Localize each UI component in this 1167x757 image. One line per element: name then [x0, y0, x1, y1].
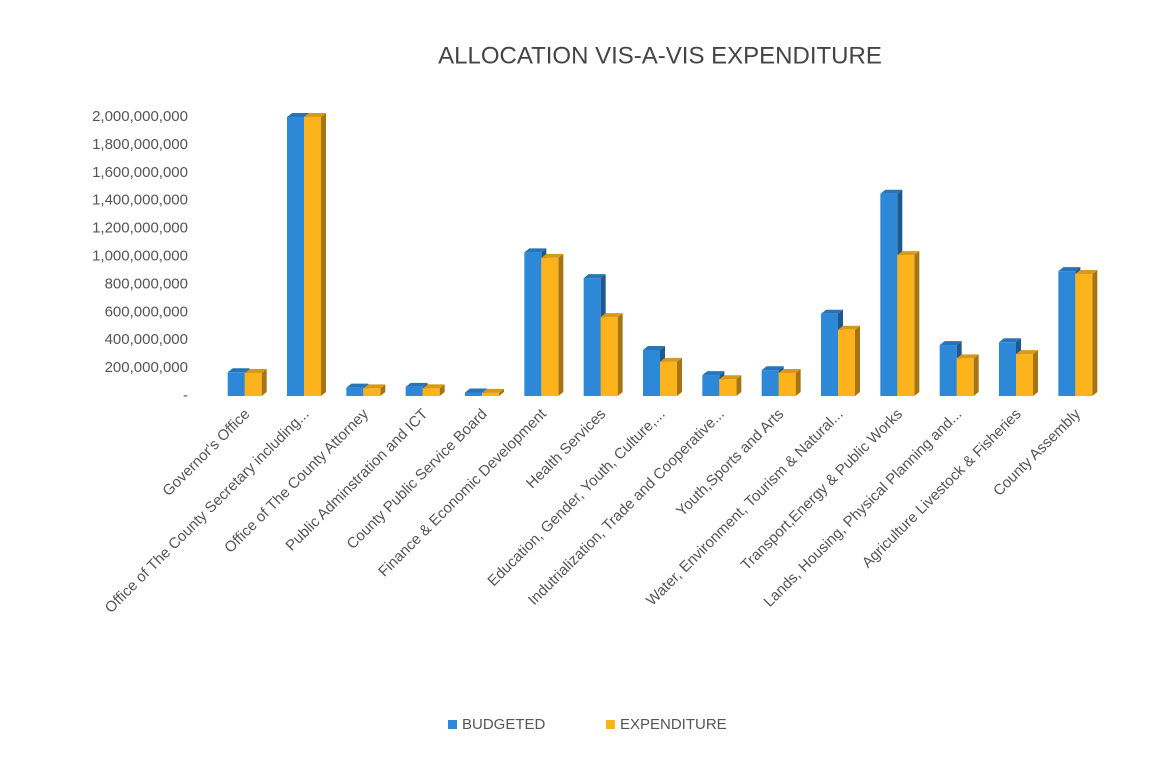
- y-tick-label: 800,000,000: [105, 275, 188, 292]
- bar-top: [643, 345, 665, 350]
- bar-top: [405, 382, 428, 387]
- bar-top: [821, 309, 843, 314]
- x-tick-label: Office of The County Secretary including…: [102, 406, 313, 617]
- bar-side: [855, 325, 860, 396]
- bar-top: [422, 384, 445, 389]
- y-tick-label: -: [183, 387, 188, 404]
- bar-top: [482, 388, 504, 393]
- bar: [422, 388, 440, 396]
- bar-top: [600, 313, 623, 318]
- bar: [660, 361, 677, 396]
- bar: [524, 252, 542, 396]
- bar-side: [1092, 269, 1098, 396]
- bar-side: [736, 375, 742, 396]
- bar-side: [558, 253, 564, 396]
- bar: [346, 387, 364, 396]
- y-tick-label: 400,000,000: [105, 331, 188, 348]
- legend-label: BUDGETED: [462, 716, 546, 733]
- bar: [482, 392, 499, 396]
- bar-top: [702, 371, 725, 376]
- bar-side: [617, 313, 623, 396]
- bar: [363, 388, 381, 396]
- bar: [405, 386, 423, 396]
- bar: [719, 379, 737, 396]
- bar-side: [439, 384, 445, 396]
- bar-side: [321, 113, 326, 396]
- bar-side: [499, 388, 504, 396]
- bar-top: [880, 189, 903, 194]
- bar-top: [244, 368, 267, 373]
- bar: [761, 370, 779, 396]
- bar-top: [956, 354, 979, 359]
- bar: [304, 117, 321, 396]
- bar: [1075, 273, 1093, 396]
- bar-top: [1016, 350, 1038, 355]
- bar: [897, 255, 915, 396]
- bar-side: [677, 357, 682, 396]
- bar: [541, 257, 559, 396]
- bar: [821, 313, 838, 396]
- bar-top: [304, 113, 326, 117]
- legend-label: EXPENDITURE: [620, 716, 727, 733]
- bar-top: [1058, 267, 1081, 272]
- y-tick-label: 1,600,000,000: [92, 164, 188, 181]
- bar: [880, 193, 898, 396]
- bar: [838, 329, 855, 396]
- y-tick-label: 1,800,000,000: [92, 136, 188, 153]
- bar-top: [897, 251, 920, 256]
- bar: [1058, 271, 1076, 396]
- bar-top: [287, 113, 309, 117]
- bar: [778, 372, 796, 396]
- legend-swatch: [606, 720, 615, 729]
- y-tick-label: 1,000,000,000: [92, 247, 188, 264]
- bar-top: [541, 253, 564, 258]
- bar-side: [973, 354, 979, 396]
- bar-top: [838, 325, 860, 330]
- bar-top: [465, 388, 487, 393]
- bar: [939, 345, 957, 396]
- bar: [465, 392, 482, 396]
- y-tick-label: 1,200,000,000: [92, 220, 188, 237]
- bar-top: [363, 384, 386, 389]
- bar-top: [227, 368, 250, 373]
- bar-top: [761, 366, 784, 371]
- x-tick-label: Youth,Sports and Arts: [673, 406, 787, 520]
- bar-top: [583, 274, 606, 279]
- y-tick-label: 1,400,000,000: [92, 192, 188, 209]
- bar: [244, 372, 262, 396]
- bar: [227, 372, 245, 396]
- bar-side: [914, 251, 920, 396]
- chart-title: ALLOCATION VIS-A-VIS EXPENDITURE: [438, 42, 882, 69]
- bar: [999, 342, 1016, 396]
- y-tick-label: 2,000,000,000: [92, 108, 188, 125]
- y-tick-label: 200,000,000: [105, 359, 188, 376]
- bar-top: [660, 357, 682, 362]
- bar-side: [795, 368, 801, 396]
- bar-top: [999, 338, 1021, 343]
- y-tick-label: 600,000,000: [105, 303, 188, 320]
- bar: [702, 375, 720, 396]
- bar: [956, 358, 974, 396]
- bar-top: [524, 248, 547, 253]
- bar-top: [346, 383, 369, 388]
- bar: [583, 278, 601, 396]
- bar-top: [939, 341, 962, 346]
- bar: [643, 349, 660, 396]
- bar: [287, 117, 304, 396]
- bar: [600, 317, 618, 396]
- bar-side: [380, 384, 386, 396]
- bar-top: [719, 375, 742, 380]
- bar-top: [778, 368, 801, 373]
- legend-swatch: [448, 720, 457, 729]
- bar: [1016, 354, 1033, 396]
- bar-top: [1075, 269, 1098, 274]
- bar-side: [1033, 350, 1038, 396]
- bar-side: [261, 368, 267, 396]
